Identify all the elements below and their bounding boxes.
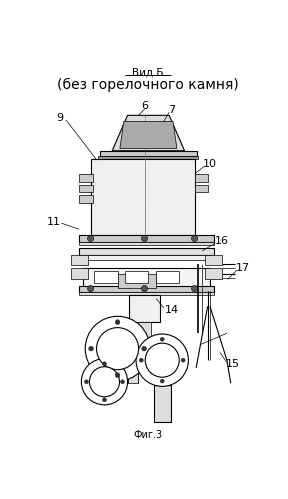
Circle shape [181,358,185,362]
Text: (без горелочного камня): (без горелочного камня) [57,78,238,92]
Circle shape [103,362,106,366]
Circle shape [85,380,88,384]
Circle shape [141,285,147,291]
Text: 9: 9 [56,113,63,123]
Bar [79,248,214,255]
Bar [204,268,221,278]
Bar [71,268,88,278]
Circle shape [88,236,94,242]
Text: 16: 16 [215,236,228,246]
Bar [91,159,195,236]
Bar [79,185,93,192]
Circle shape [145,343,179,377]
Bar [129,295,160,322]
Circle shape [88,285,94,291]
Circle shape [160,337,164,341]
Text: 11: 11 [47,217,61,227]
Bar [83,268,210,287]
Circle shape [115,373,120,377]
Bar [79,196,93,203]
Bar [79,174,93,182]
Bar [79,236,214,242]
Bar [71,254,88,265]
Text: 10: 10 [203,159,217,169]
Bar [195,174,209,182]
Bar [118,274,156,288]
Circle shape [85,316,150,381]
Bar [138,322,151,337]
Bar [98,156,198,159]
Bar [79,242,214,245]
Text: 14: 14 [164,305,179,315]
Polygon shape [120,121,177,148]
Circle shape [82,359,128,405]
Circle shape [192,236,198,242]
Circle shape [115,320,120,324]
Circle shape [103,398,106,402]
Bar [125,271,148,283]
Circle shape [121,380,124,384]
Text: 15: 15 [226,359,240,369]
Circle shape [96,328,139,370]
Text: Вид Б: Вид Б [132,67,163,77]
Bar [100,151,197,156]
Circle shape [89,346,93,351]
Bar [154,385,171,422]
Bar [195,185,209,192]
Circle shape [136,334,188,386]
Circle shape [142,346,146,351]
Bar [128,364,138,383]
Bar [204,254,221,265]
Text: 7: 7 [168,105,175,115]
Text: 6: 6 [141,101,148,111]
Circle shape [192,285,198,291]
Circle shape [90,367,120,397]
Bar [94,271,118,283]
Circle shape [141,236,147,242]
Circle shape [139,358,143,362]
Text: Фиг.3: Фиг.3 [133,430,162,440]
Bar [79,255,214,260]
Text: 17: 17 [236,263,250,273]
Bar [79,291,214,295]
Circle shape [160,379,164,383]
Bar [151,337,160,359]
Bar [79,286,214,292]
Polygon shape [112,115,185,151]
Bar [156,271,179,283]
